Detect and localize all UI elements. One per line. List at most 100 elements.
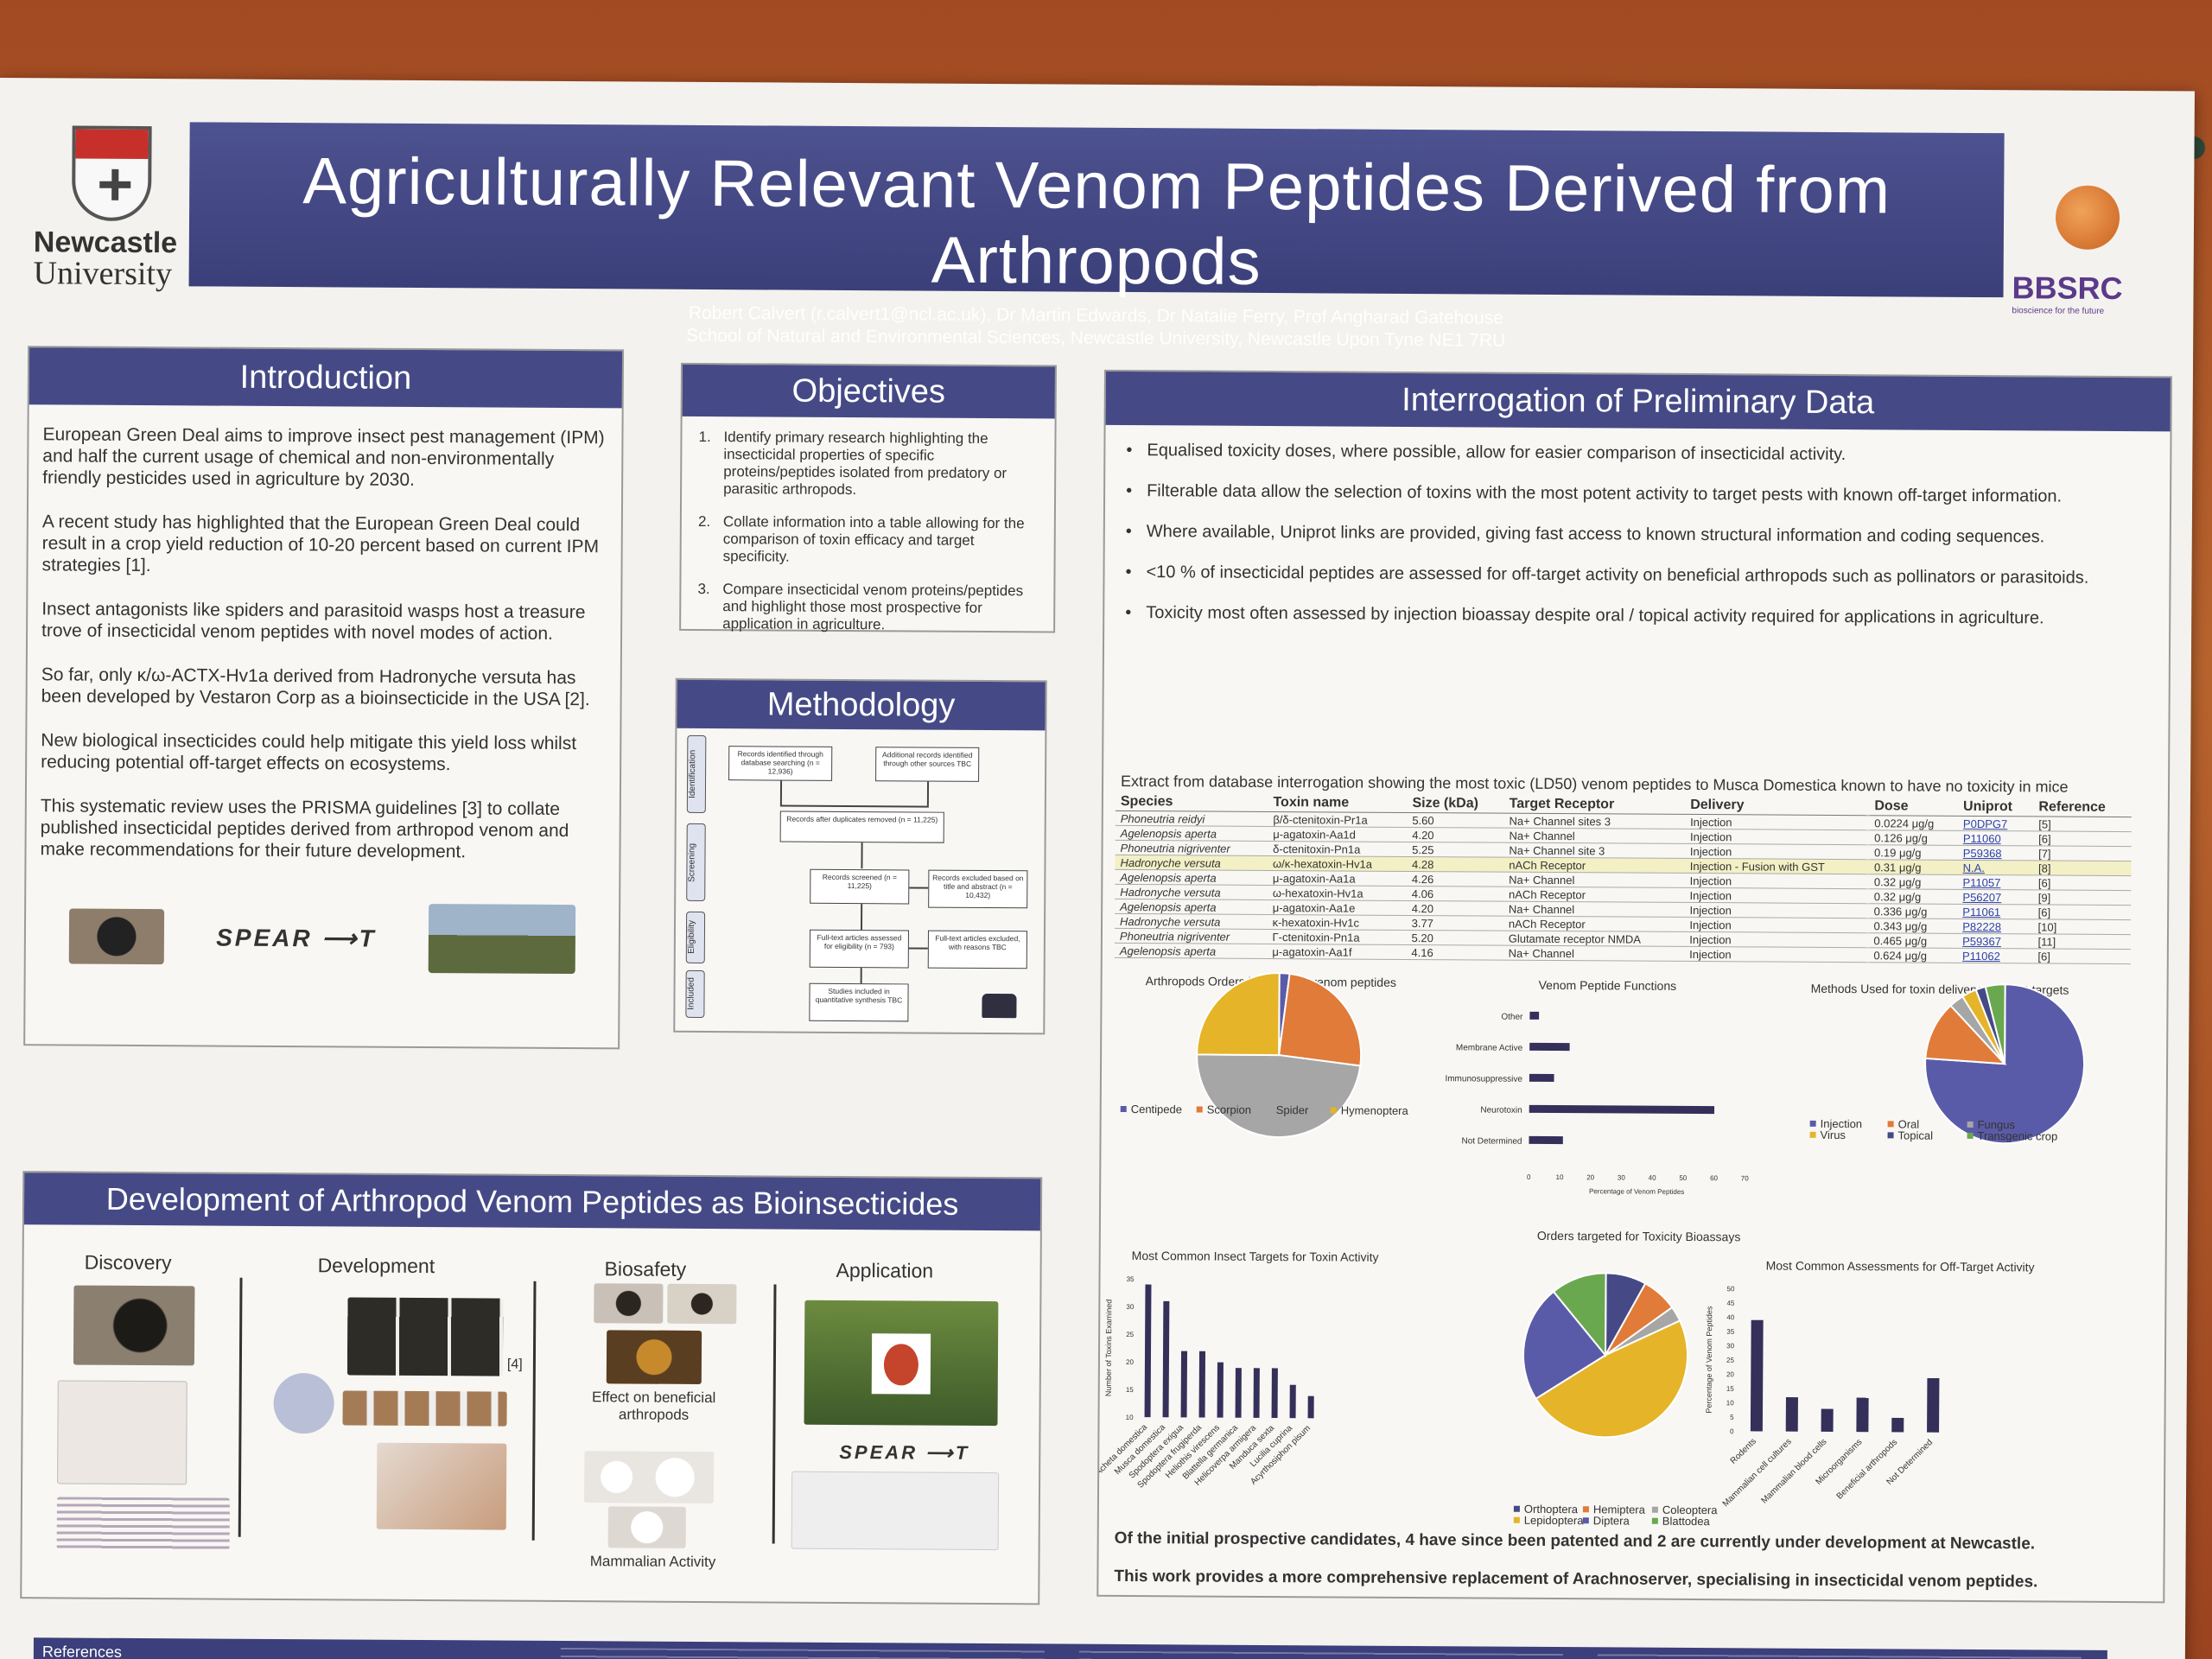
table-cell[interactable]: P56207 (1957, 889, 2033, 905)
table-cell: Injection (1684, 931, 1869, 948)
references-column (1597, 1654, 2082, 1659)
tick-label: 20 (1586, 1173, 1595, 1181)
legend-label: Scorpion (1207, 1103, 1251, 1116)
flow-box: Records excluded based on title and abst… (928, 869, 1028, 909)
legend-label: Injection (1821, 1117, 1863, 1130)
table-cell[interactable]: N.A. (1957, 860, 2034, 875)
toxin-table: Species Toxin name Size (kDa) Target Recept… (1114, 792, 2132, 964)
table-cell: [7] (2033, 845, 2132, 861)
references-band: References (33, 1637, 2107, 1659)
table-cell[interactable]: P59368 (1957, 845, 2034, 861)
bar-label: Not Determined (1461, 1136, 1522, 1146)
legend-swatch (1809, 1131, 1816, 1138)
legend-label: Hemiptera (1593, 1503, 1646, 1516)
bar (1856, 1397, 1869, 1433)
ship-icon (982, 993, 1017, 1019)
table-cell: 5.60 (1407, 812, 1504, 829)
table-cell: δ-ctenitoxin-Pn1a (1268, 841, 1408, 857)
tick-label: 10 (1126, 1414, 1135, 1421)
bullet-item: Toxicity most often assessed by injectio… (1125, 603, 2148, 629)
tick-label: 0 (1730, 1427, 1734, 1435)
table-cell: 0.0224 μg/g (1869, 815, 1959, 831)
table-cell[interactable]: P0DPG7 (1957, 816, 2034, 831)
column-title-biosafety: Biosafety (604, 1257, 687, 1281)
table-cell: [8] (2032, 860, 2132, 876)
bar (1235, 1368, 1242, 1418)
intro-paragraph: New biological insecticides could help m… (41, 730, 577, 775)
table-header-cell: Reference (2033, 798, 2132, 817)
table-cell: [6] (2032, 948, 2131, 964)
poster-title: Agriculturally Relevant Venom Peptides D… (302, 144, 1891, 299)
tick-label: 40 (1726, 1313, 1735, 1321)
introduction-panel: Introduction European Green Deal aims to… (23, 346, 625, 1050)
pie-slice (1552, 1272, 1607, 1358)
table-cell: μ-agatoxin-Aa1d (1268, 826, 1408, 842)
table-cell: 4.16 (1406, 944, 1503, 961)
legend-label: Topical (1898, 1128, 1934, 1141)
legend-swatch (1887, 1121, 1894, 1128)
poster: Newcastle University Agriculturally Rele… (0, 78, 2195, 1659)
table-cell[interactable]: P11061 (1957, 904, 2033, 919)
mouse-photo (607, 1506, 686, 1548)
table-cell: μ-agatoxin-Aa1a (1267, 870, 1407, 887)
column-title-development: Development (317, 1254, 435, 1278)
legend-swatch (1651, 1517, 1658, 1524)
tick-label: 20 (1726, 1370, 1735, 1378)
tick-label: 5 (1730, 1414, 1734, 1421)
bullet-item: <10 % of insecticidal peptides are asses… (1125, 563, 2148, 588)
legend-label: Spider (1276, 1103, 1309, 1116)
table-cell: Injection - Fusion with GST (1684, 858, 1870, 874)
table-cell: Hadronyche versuta (1115, 884, 1268, 900)
axis-label: Number of Toxins Examined (1104, 1300, 1114, 1396)
interrogation-panel: Interrogation of Preliminary Data Equali… (1096, 369, 2172, 1604)
table-cell[interactable]: P59367 (1957, 933, 2033, 949)
bar (1289, 1384, 1296, 1419)
insect-specimens-row (342, 1390, 507, 1427)
bee-photo (606, 1330, 702, 1384)
flow-box: Records identified through database sear… (728, 746, 833, 781)
methodology-panel: Methodology Identification Screening Eli… (673, 677, 1047, 1035)
tick-label: 0 (1527, 1173, 1531, 1181)
table-cell: nACh Receptor (1503, 916, 1685, 932)
table-cell: [6] (2033, 830, 2132, 847)
table-cell[interactable]: P82228 (1957, 918, 2033, 934)
intro-paragraph: European Green Deal aims to improve inse… (42, 424, 605, 490)
funder-logos: BBSRC bioscience for the future (2012, 185, 2159, 324)
flow-box: Studies included in quantitative synthes… (809, 982, 909, 1022)
legend-swatch (1120, 1105, 1127, 1112)
table-cell: [10] (2032, 918, 2132, 935)
tick-label: 30 (1726, 1342, 1735, 1350)
university-logo: Newcastle University (33, 125, 190, 292)
bar-label: Mammalian cell cultures (1721, 1437, 1794, 1509)
table-cell: 4.06 (1406, 886, 1504, 902)
introduction-heading: Introduction (29, 347, 623, 409)
stage-label: Included (685, 969, 705, 1019)
tick-label: 35 (1726, 1328, 1735, 1336)
table-cell: Injection (1684, 873, 1869, 889)
tick-label: 50 (1679, 1174, 1688, 1182)
university-name: Newcastle (33, 226, 178, 260)
objectives-panel: Objectives Identify primary research hig… (679, 362, 1057, 635)
legend-swatch (1887, 1132, 1894, 1139)
biosafety-caption-1: Effect on beneficial arthropods (591, 1389, 716, 1423)
table-cell[interactable]: P11062 (1956, 948, 2033, 963)
table-header-cell: Toxin name (1268, 793, 1408, 813)
table-cell: Injection (1684, 902, 1869, 918)
bar (1891, 1417, 1904, 1433)
table-cell: [5] (2033, 816, 2132, 832)
objectives-list: Identify primary research highlighting t… (681, 416, 1055, 635)
bar (1271, 1368, 1278, 1419)
table-cell: ω-hexatoxin-Hv1a (1267, 885, 1407, 901)
legend-label: Transgenic crop (1978, 1129, 2058, 1143)
table-cell[interactable]: P11057 (1957, 874, 2033, 890)
bullet-item: Where available, Uniprot links are provi… (1126, 522, 2149, 548)
tick-label: 35 (1127, 1275, 1135, 1283)
charts-area: Arthropods Orders insecticidal venom pep… (1098, 972, 2086, 1528)
bar (1162, 1300, 1170, 1418)
legend-label: Diptera (1593, 1514, 1630, 1527)
intro-paragraph: A recent study has highlighted that the … (41, 512, 600, 576)
legend-swatch (1582, 1517, 1589, 1524)
flow-box: Additional records identified through ot… (875, 747, 980, 782)
lab-test-photo (376, 1442, 507, 1530)
table-cell[interactable]: P11060 (1957, 830, 2034, 846)
